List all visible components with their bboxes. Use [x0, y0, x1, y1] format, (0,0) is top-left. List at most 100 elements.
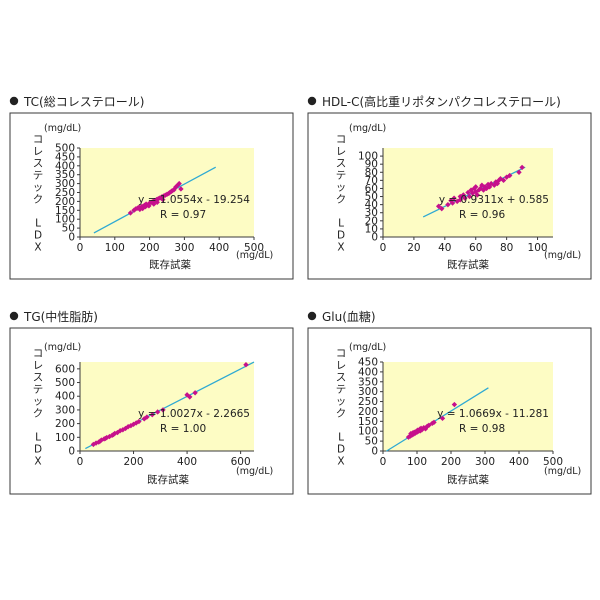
x-tick-label: 200: [124, 456, 144, 468]
panel-frame: [307, 327, 592, 495]
x-tick-label: 300: [174, 242, 194, 254]
correlation-label: R = 0.96: [459, 209, 505, 221]
regression-equation: y = 1.0554x - 19.254: [138, 194, 250, 206]
y-unit-label: (mg/dL): [349, 342, 386, 353]
regression-line: [386, 387, 489, 452]
y-tick-label: 50: [62, 223, 75, 235]
y-tick-label: 10: [365, 223, 378, 235]
data-point: [144, 414, 150, 420]
y-tick-label: 500: [55, 143, 75, 155]
panel-frame: [9, 327, 294, 495]
x-tick-label: 60: [469, 242, 482, 254]
y-tick-label: 450: [55, 151, 75, 163]
title-bullet-icon: [307, 96, 317, 106]
y-tick-label: 150: [55, 205, 75, 217]
y-tick-label: 300: [358, 386, 378, 398]
panel-frame: [307, 112, 592, 280]
y-tick-label: 50: [365, 191, 378, 203]
y-tick-label: 20: [365, 215, 378, 227]
chart-title: TC(総コレステロール): [23, 95, 144, 109]
y-tick-label: 450: [358, 357, 378, 369]
data-point: [457, 197, 463, 203]
data-point: [466, 193, 473, 200]
x-tick-label: 20: [407, 242, 420, 254]
y-tick-label: 200: [55, 196, 75, 208]
x-unit-label: (mg/dL): [236, 250, 273, 261]
x-tick-label: 0: [380, 456, 387, 468]
data-point: [473, 184, 479, 190]
y-tick-label: 90: [365, 159, 378, 171]
y-unit-label: (mg/dL): [44, 123, 81, 134]
x-tick-label: 400: [509, 456, 529, 468]
y-tick-label: 50: [365, 436, 378, 448]
x-tick-label: 40: [438, 242, 451, 254]
data-point: [426, 422, 432, 428]
x-axis-label: 既存試薬: [447, 258, 489, 271]
y-tick-label: 30: [365, 207, 378, 219]
correlation-label: R = 0.97: [160, 209, 206, 221]
chart-title: Glu(血糖): [322, 309, 376, 324]
x-tick-label: 100: [528, 242, 548, 254]
correlation-label: R = 1.00: [160, 423, 206, 435]
x-tick-label: 80: [500, 242, 513, 254]
y-tick-label: 70: [365, 175, 378, 187]
data-point: [431, 419, 437, 426]
x-tick-label: 200: [441, 456, 461, 468]
y-tick-label: 400: [55, 160, 75, 172]
x-tick-label: 0: [380, 242, 387, 254]
x-unit-label: (mg/dL): [544, 466, 581, 477]
data-point: [451, 195, 457, 201]
x-tick-label: 300: [475, 456, 495, 468]
y-tick-label: 0: [68, 446, 75, 458]
x-tick-label: 200: [140, 242, 160, 254]
regression-equation: y = 1.0669x - 11.281: [437, 408, 549, 420]
y-tick-label: 400: [55, 391, 75, 403]
regression-equation: y = 1.0027x - 2.2665: [138, 408, 250, 420]
x-axis-label: 既存試薬: [149, 258, 191, 271]
data-point: [462, 195, 468, 201]
y-tick-label: 500: [55, 377, 75, 389]
x-tick-label: 600: [231, 456, 251, 468]
x-tick-label: 400: [209, 242, 229, 254]
y-tick-label: 250: [55, 187, 75, 199]
x-tick-label: 0: [77, 456, 84, 468]
panel-frame: [9, 112, 294, 280]
y-tick-label: 250: [358, 396, 378, 408]
data-point: [451, 401, 458, 408]
title-bullet-icon: [9, 96, 19, 106]
data-point: [160, 196, 166, 203]
y-tick-label: 300: [55, 404, 75, 416]
chart-panel-2: HDL-C(高比重リポタンパクコレステロール)01020304050607080…: [307, 94, 592, 280]
y-tick-label: 100: [55, 432, 75, 444]
x-axis-label: 既存試薬: [447, 473, 489, 486]
title-bullet-icon: [307, 311, 317, 321]
y-tick-label: 400: [358, 366, 378, 378]
chart-panel-1: TC(総コレステロール)0501001502002503003504004505…: [9, 95, 294, 280]
title-bullet-icon: [9, 311, 19, 321]
x-unit-label: (mg/dL): [544, 250, 581, 261]
y-tick-label: 100: [55, 214, 75, 226]
x-tick-label: 500: [543, 456, 563, 468]
y-unit-label: (mg/dL): [44, 342, 81, 353]
y-tick-label: 60: [365, 183, 378, 195]
correlation-label: R = 0.98: [459, 423, 505, 435]
y-tick-label: 600: [55, 363, 75, 375]
y-tick-label: 100: [358, 426, 378, 438]
y-tick-label: 200: [358, 406, 378, 418]
data-point: [176, 180, 182, 187]
x-tick-label: 0: [77, 242, 84, 254]
data-point: [439, 415, 446, 422]
data-point: [500, 177, 507, 184]
x-tick-label: 400: [177, 456, 197, 468]
x-tick-label: 100: [105, 242, 125, 254]
y-tick-label: 300: [55, 178, 75, 190]
x-tick-label: 500: [244, 242, 264, 254]
data-point: [465, 189, 471, 196]
